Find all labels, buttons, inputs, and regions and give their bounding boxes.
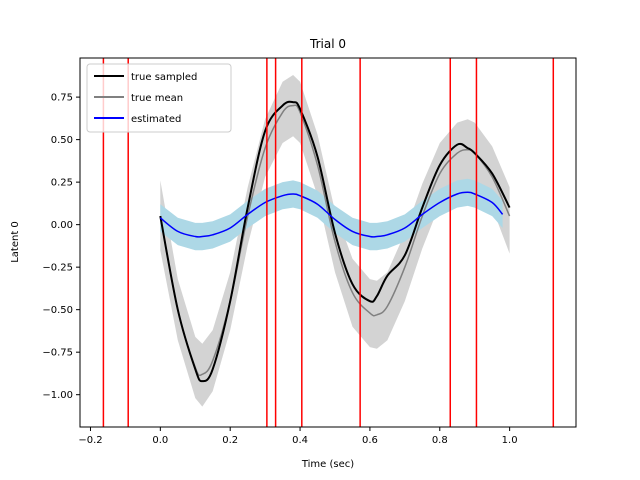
series-line-estimated [159,191,504,238]
y-tick-label: 0.25 [51,178,73,189]
legend-box [86,63,232,133]
x-tick-label: 1.0 [502,435,518,446]
y-tick-label: 0.75 [51,93,73,104]
x-tick-label: −0.2 [78,435,102,446]
plot-frame [79,57,577,428]
chart-title: Trial 0 [309,37,346,51]
x-axis-ticks: −0.2 0.0 0.2 0.4 0.6 0.8 1.0 [78,427,518,446]
y-tick-label: 0.50 [51,135,73,146]
legend: true sampled true mean estimated [86,63,232,133]
series-line-true-mean [159,104,511,377]
y-tick-label: −0.50 [42,305,73,316]
y-axis-ticks: −1.00 −0.75 −0.50 −0.25 0.00 0.25 0.50 0.75 [42,93,80,401]
legend-label-true-sampled: true sampled [131,72,197,83]
y-tick-label: −0.75 [42,348,73,359]
x-axis-label: Time (sec) [301,459,354,470]
x-tick-label: 0.8 [432,435,448,446]
y-tick-label: −1.00 [42,390,73,401]
y-tick-label: −0.25 [42,263,73,274]
series-lines [159,100,511,383]
x-tick-label: 0.2 [222,435,238,446]
legend-label-true-mean: true mean [131,93,183,104]
x-tick-label: 0.4 [292,435,308,446]
event-markers [102,58,555,427]
y-axis-label: Latent 0 [10,221,21,263]
y-tick-label: 0.00 [51,220,73,231]
x-tick-label: 0.6 [362,435,378,446]
series-line-true-sampled [159,100,511,383]
x-tick-label: 0.0 [152,435,168,446]
legend-label-estimated: estimated [131,114,181,125]
